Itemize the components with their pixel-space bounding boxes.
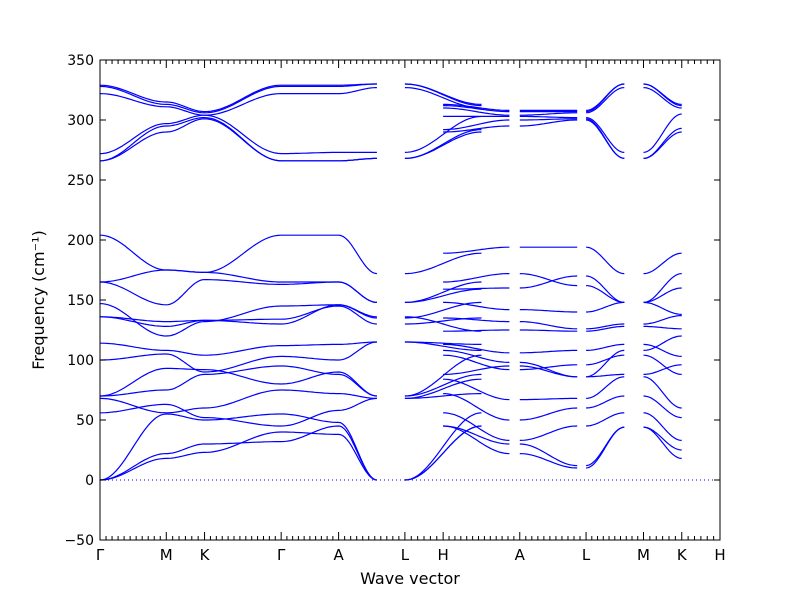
y-axis-label: Frequency (cm⁻¹) bbox=[29, 230, 48, 369]
band-line-6 bbox=[100, 364, 682, 397]
y-tick-label: 50 bbox=[76, 413, 94, 429]
band-line-5 bbox=[99, 376, 682, 414]
band-line-14 bbox=[99, 269, 682, 303]
band-line-1 bbox=[99, 425, 682, 481]
y-tick-label: 300 bbox=[67, 113, 94, 129]
y-tick-label: 100 bbox=[67, 353, 94, 369]
band-line-12 bbox=[99, 303, 682, 337]
y-tick-label: 350 bbox=[67, 53, 94, 69]
band-line-4 bbox=[100, 393, 682, 427]
band-line-11 bbox=[100, 301, 682, 325]
x-tick-label: K bbox=[200, 546, 211, 564]
band-line-15 bbox=[99, 234, 682, 275]
band-line-18 bbox=[99, 113, 682, 155]
band-line-19 bbox=[99, 87, 682, 116]
y-tick-label: 0 bbox=[85, 473, 94, 489]
x-tick-label: K bbox=[677, 546, 688, 564]
band-line-9 bbox=[100, 341, 682, 357]
band-line-20 bbox=[99, 83, 682, 114]
x-axis-label: Wave vector bbox=[360, 569, 460, 588]
band-line-16 bbox=[99, 118, 682, 162]
y-tick-label: −50 bbox=[64, 533, 94, 549]
y-tick-label: 200 bbox=[67, 233, 94, 249]
band-line-13 bbox=[99, 275, 682, 306]
x-tick-label: M bbox=[637, 546, 650, 564]
x-tick-label: H bbox=[438, 546, 449, 564]
x-tick-label: Γ bbox=[277, 546, 286, 564]
y-axis: −50 0 50 100 150 200 250 300 350 bbox=[64, 53, 720, 549]
band-line-8 bbox=[100, 335, 682, 378]
series-layer bbox=[99, 83, 682, 481]
x-tick-label: L bbox=[401, 546, 410, 564]
x-tick-label: Γ bbox=[96, 546, 105, 564]
x-tick-label: L bbox=[582, 546, 591, 564]
x-tick-label: A bbox=[333, 546, 344, 564]
x-tick-label: H bbox=[714, 546, 725, 564]
band-line-7 bbox=[99, 354, 682, 397]
y-tick-label: 150 bbox=[67, 293, 94, 309]
x-tick-label: M bbox=[160, 546, 173, 564]
plot-frame bbox=[99, 59, 721, 541]
band-line-17 bbox=[99, 117, 682, 162]
band-line-21 bbox=[99, 83, 682, 113]
y-tick-label: 250 bbox=[67, 173, 94, 189]
band-line-2 bbox=[99, 425, 682, 481]
band-line-3 bbox=[99, 412, 682, 481]
band-line-10 bbox=[100, 305, 682, 330]
x-tick-label: A bbox=[515, 546, 526, 564]
